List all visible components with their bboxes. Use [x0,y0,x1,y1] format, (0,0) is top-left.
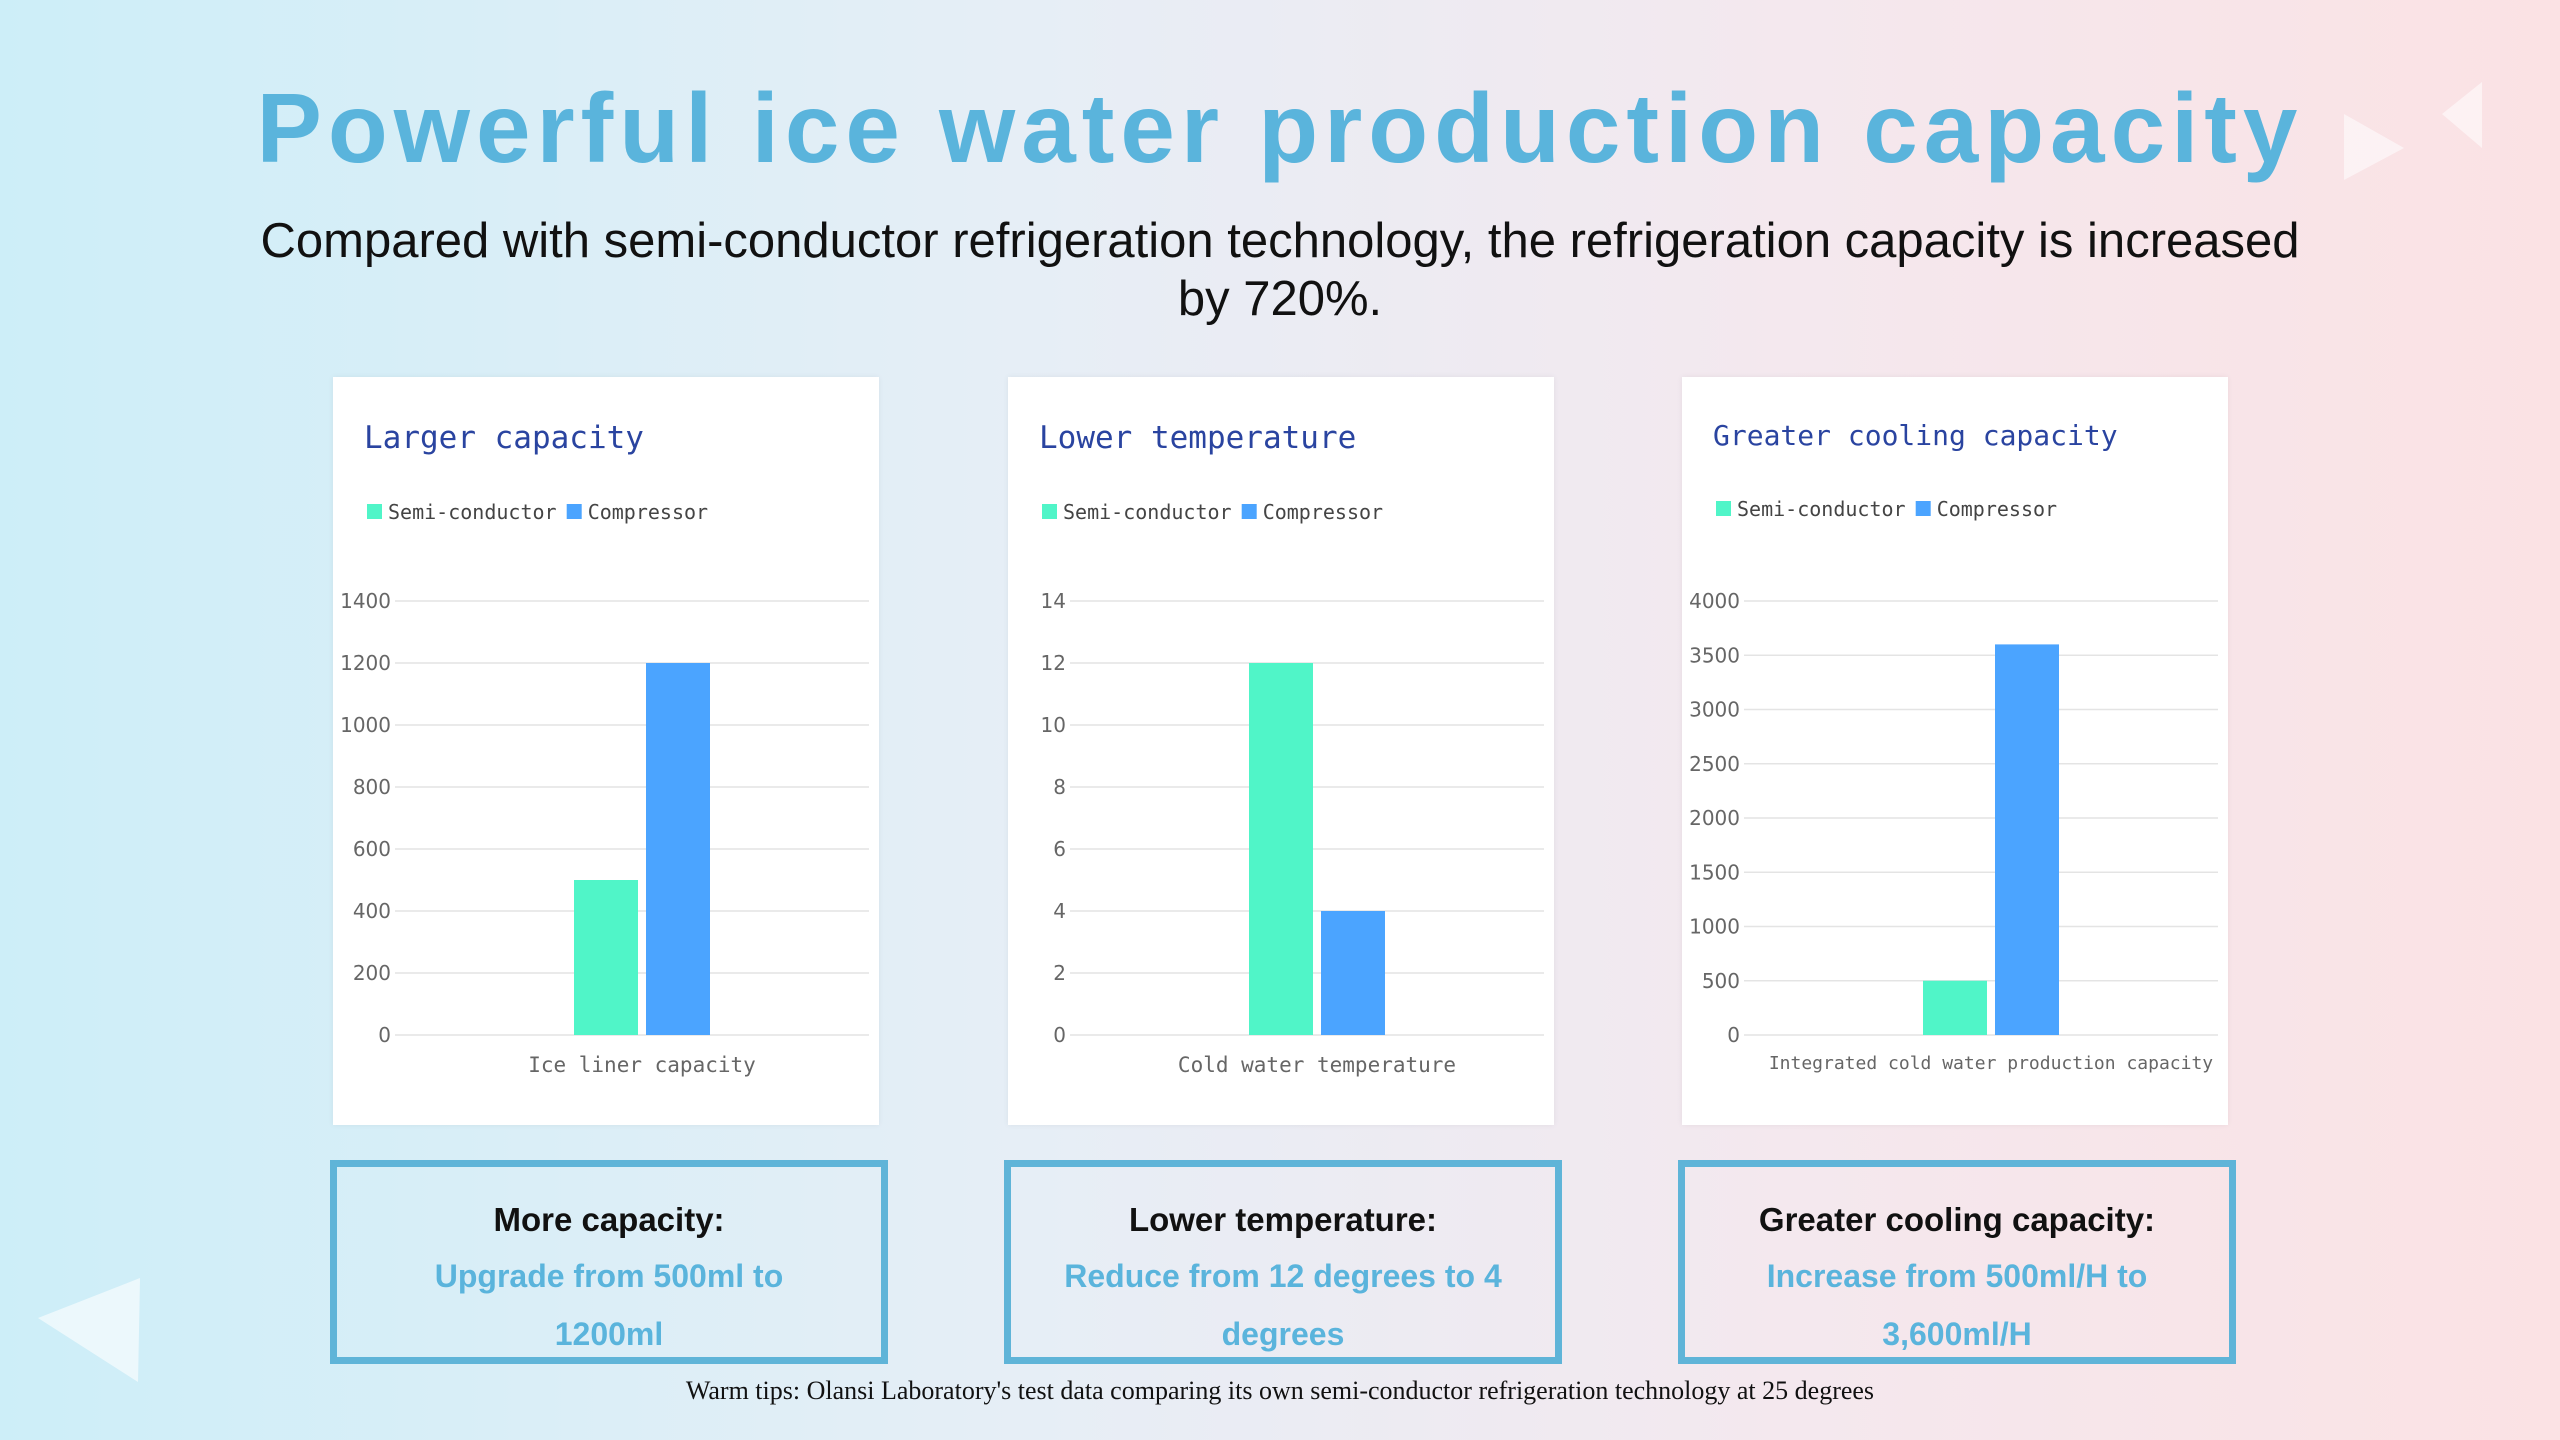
info-box-heading: Greater cooling capacity: [1758,1201,2156,1238]
x-category-label: Ice liner capacity [528,1053,756,1077]
x-category-label: Cold water temperature [1178,1053,1456,1077]
legend-swatch [1915,501,1931,516]
y-tick-label: 0 [1727,1023,1740,1047]
chart-title: Greater cooling capacity [1713,419,2118,452]
legend-label: Semi-conductor [1737,497,1906,521]
y-tick-label: 1500 [1689,860,1740,884]
legend-label: Compressor [588,500,708,524]
y-tick-label: 400 [353,899,391,923]
legend-label: Semi-conductor [1063,500,1232,524]
legend-label: Semi-conductor [388,500,557,524]
chart-card-temperature: Lower temperature Semi-conductor Compresso… [1008,377,1554,1125]
y-tick-label: 3000 [1689,698,1740,722]
bar-semi-conductor [574,880,638,1035]
y-tick-label: 8 [1053,775,1066,799]
legend-swatch [1241,504,1257,519]
y-tick-label: 10 [1041,713,1066,737]
bar-semi-conductor [1249,663,1313,1035]
decor-triangle-top-right [2330,70,2510,190]
y-tick-label: 0 [1053,1023,1066,1047]
y-tick-label: 3500 [1689,643,1740,667]
chart-title: Lower temperature [1039,420,1356,456]
decor-triangle-bottom-left [30,1270,160,1390]
bar-compressor [1995,644,2059,1035]
y-tick-label: 6 [1053,837,1066,861]
info-box-text: Reduce from 12 degrees to 4 degrees [1064,1258,1502,1352]
info-box-heading: More capacity: [493,1201,725,1238]
y-tick-label: 2000 [1689,806,1740,830]
legend-label: Compressor [1937,497,2057,521]
y-tick-label: 1400 [340,589,391,613]
bar-compressor [1321,911,1385,1035]
info-box-heading: Lower temperature: [1128,1201,1438,1238]
bar-compressor [646,663,710,1035]
y-tick-label: 800 [353,775,391,799]
y-tick-label: 1000 [340,713,391,737]
y-tick-label: 2500 [1689,752,1740,776]
y-tick-label: 600 [353,837,391,861]
info-box-temperature: Lower temperature: Reduce from 12 degree… [1004,1160,1562,1364]
page-subtitle: Compared with semi-conductor refrigerati… [260,214,2300,326]
y-tick-label: 4000 [1689,589,1740,613]
legend-label: Compressor [1263,500,1383,524]
y-tick-label: 1000 [1689,915,1740,939]
y-tick-label: 0 [378,1023,391,1047]
info-box-text: Increase from 500ml/H to 3,600ml/H [1766,1258,2148,1352]
chart-card-cooling: Greater cooling capacity Semi-conductor Co… [1682,377,2228,1125]
y-tick-label: 500 [1702,969,1740,993]
legend-swatch [1042,504,1057,519]
legend-swatch [367,504,382,519]
info-box-cooling: Greater cooling capacity: Increase from … [1678,1160,2236,1364]
y-tick-label: 1200 [340,651,391,675]
y-tick-label: 14 [1041,589,1066,613]
x-category-label: Integrated cold water production capacit… [1769,1053,2213,1074]
y-tick-label: 200 [353,961,391,985]
info-box-capacity: More capacity: Upgrade from 500ml to 120… [330,1160,888,1364]
chart-capacity: Larger capacity Semi-conductor Compressor 0… [340,420,869,1077]
bar-semi-conductor [1923,980,1987,1035]
chart-card-capacity: Larger capacity Semi-conductor Compressor 0… [333,377,879,1125]
chart-temperature: Lower temperature Semi-conductor Compresso… [1039,420,1544,1077]
legend-swatch [1716,501,1731,516]
legend-swatch [566,504,582,519]
chart-cooling: Greater cooling capacity Semi-conductor Co… [1689,419,2218,1074]
y-tick-label: 4 [1053,899,1066,923]
y-tick-label: 2 [1053,961,1066,985]
y-tick-label: 12 [1041,651,1066,675]
info-box-text: Upgrade from 500ml to 1200ml [434,1258,784,1352]
page-title: Powerful ice water production capacity [256,73,2304,183]
footnote: Warm tips: Olansi Laboratory's test data… [685,1376,1875,1405]
chart-title: Larger capacity [364,420,644,456]
